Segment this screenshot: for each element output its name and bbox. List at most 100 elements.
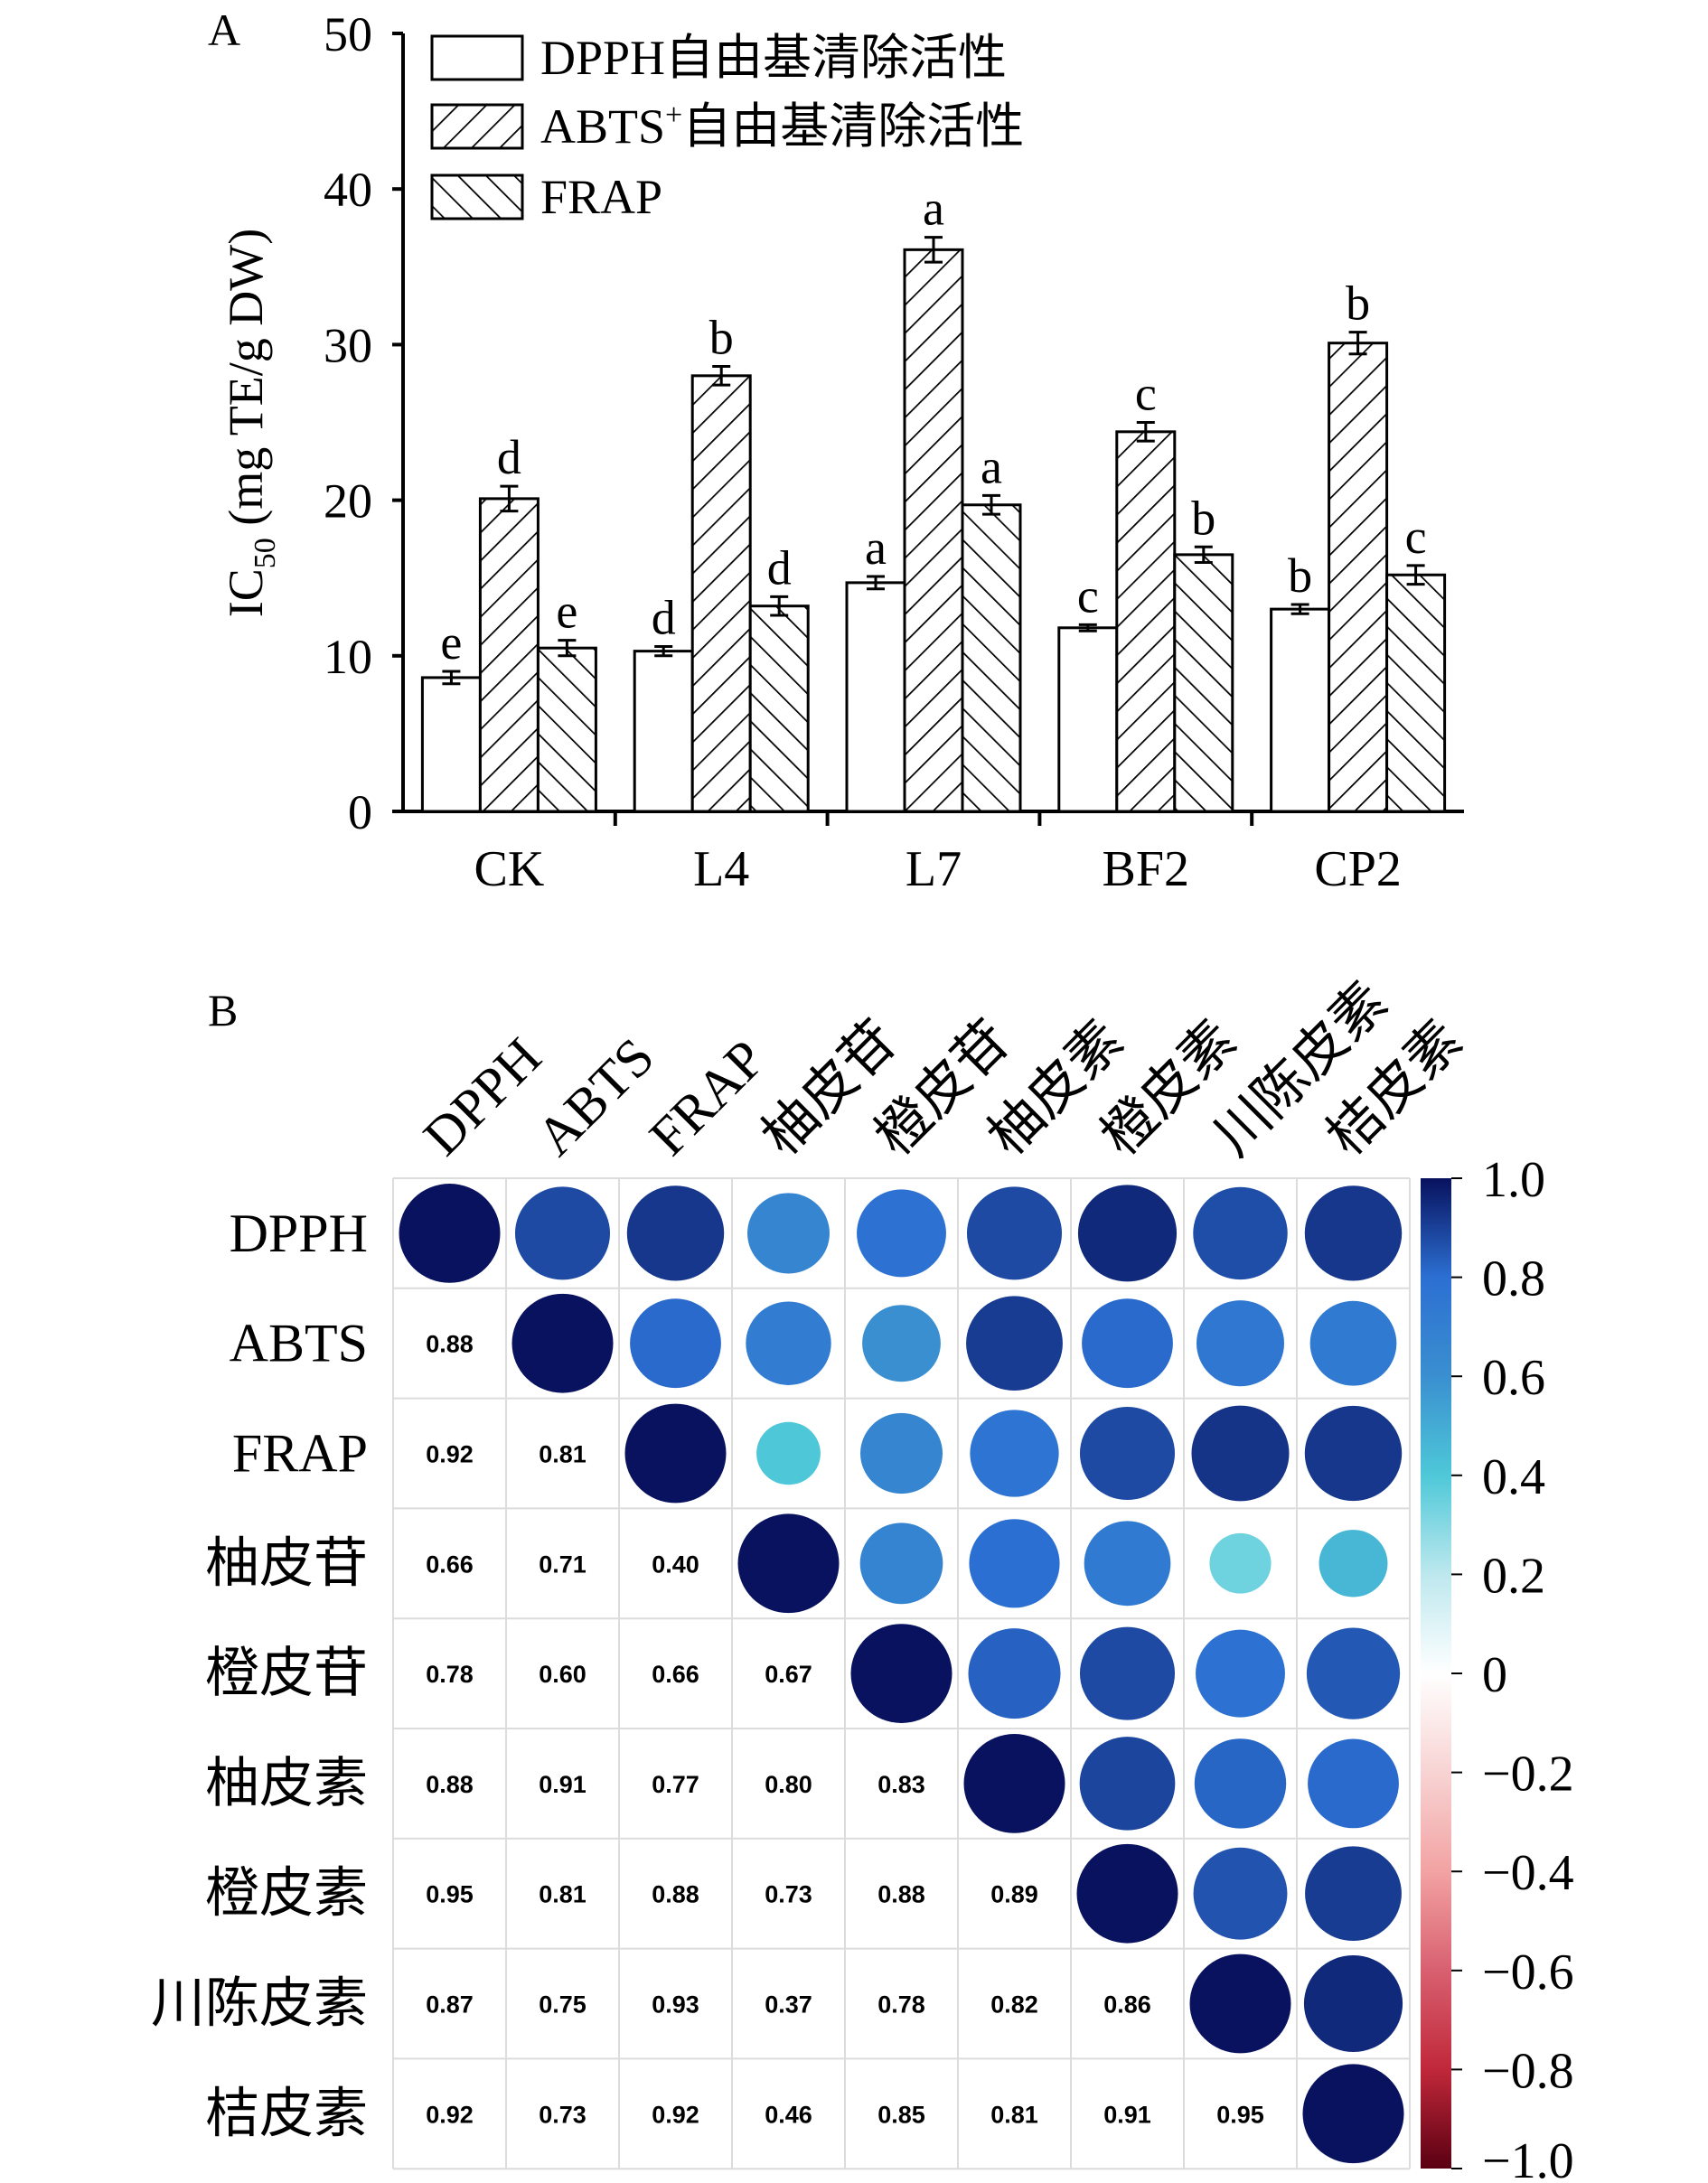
correlation-circle xyxy=(862,1305,941,1382)
colorbar-tick-label: −0.2 xyxy=(1482,1747,1574,1803)
colorbar-tick-label: 1.0 xyxy=(1482,1152,1545,1208)
correlation-value: 0.89 xyxy=(990,1881,1038,1908)
correlation-circle xyxy=(1304,1185,1403,1281)
correlation-circle xyxy=(1077,1185,1178,1282)
bars: e d e d b d a a a c c b b b c xyxy=(420,182,1447,813)
correlation-value: 0.88 xyxy=(877,1881,925,1908)
significance-letter: b xyxy=(709,311,734,365)
correlation-circle xyxy=(737,1513,840,1614)
correlation-circle xyxy=(1303,1955,1403,2052)
correlation-circle xyxy=(1193,1847,1288,1940)
significance-letter: e xyxy=(556,585,577,639)
panel-letter-b: B xyxy=(208,985,238,1035)
y-tick-label: 10 xyxy=(324,630,372,684)
row-label: DPPH xyxy=(230,1204,368,1263)
correlation-value: 0.66 xyxy=(426,1551,474,1578)
y-tick-label: 30 xyxy=(324,318,372,372)
row-label: 柚皮苷 xyxy=(205,1533,368,1593)
correlation-value: 0.77 xyxy=(652,1771,699,1798)
colorbar-ticks: 1.0 0.8 0.6 0.4 0.2 0 −0.2 −0.4 −0.6 −0.8 −1.0 xyxy=(1451,1152,1574,2183)
correlation-circle xyxy=(963,1734,1065,1833)
legend-label-dpph: DPPH自由基清除活性 xyxy=(540,31,1007,85)
y-axis-title-rest: (mg TE/g DW) xyxy=(219,229,273,538)
correlation-value: 0.91 xyxy=(539,1771,587,1798)
y-axis: 0 10 20 30 40 50 xyxy=(324,7,405,839)
correlation-value: 0.75 xyxy=(539,1991,587,2019)
correlation-circle xyxy=(860,1412,943,1494)
correlation-grid xyxy=(392,1177,1411,2170)
bar xyxy=(1173,553,1234,813)
column-label: ABTS xyxy=(525,1026,665,1166)
bar xyxy=(420,676,482,813)
significance-letter: a xyxy=(981,439,1002,493)
y-axis-title: IC50 (mg TE/g DW) xyxy=(219,229,282,617)
correlation-circle xyxy=(1302,2064,1404,2164)
colorbar-tick-label: 0.4 xyxy=(1482,1449,1545,1505)
correlation-circle xyxy=(511,1293,614,1393)
legend-label-abts-main: ABTS xyxy=(540,99,665,154)
correlation-value: 0.82 xyxy=(990,1991,1038,2019)
bar xyxy=(633,650,694,813)
correlation-cells: 0.88 0.92 0.81 0.66 0.71 0.40 0.78 0.60 0.66 0.67… xyxy=(399,1184,1404,2164)
y-ticks: 0 10 20 30 40 50 xyxy=(324,7,403,839)
y-tick-label: 0 xyxy=(348,785,372,839)
correlation-value: 0.83 xyxy=(877,1771,925,1798)
correlation-value: 0.92 xyxy=(652,2101,699,2128)
correlation-circle xyxy=(1196,1629,1285,1718)
correlation-circle xyxy=(969,1519,1060,1608)
correlation-circle xyxy=(626,1185,725,1281)
correlation-value: 0.60 xyxy=(539,1661,587,1688)
correlation-circle xyxy=(1191,1405,1290,1502)
correlation-value: 0.81 xyxy=(539,1441,587,1468)
y-axis-title-subscript: 50 xyxy=(249,538,282,568)
legend-swatch-hatch-down xyxy=(430,173,524,220)
correlation-circle xyxy=(1084,1521,1171,1607)
correlation-value: 0.91 xyxy=(1103,2101,1151,2128)
correlation-value: 0.95 xyxy=(426,1881,474,1908)
correlation-circle xyxy=(1076,1843,1178,1944)
row-label: 桔皮素 xyxy=(205,2084,368,2143)
legend: DPPH自由基清除活性 ABTS+自由基清除活性 FRAP xyxy=(430,31,1024,224)
correlation-value: 0.40 xyxy=(652,1551,699,1578)
colorbar-tick-label: 0.6 xyxy=(1482,1350,1545,1406)
bar xyxy=(845,581,906,813)
significance-letter: b xyxy=(1288,548,1312,603)
correlation-value: 0.92 xyxy=(426,1441,474,1468)
correlation-circle xyxy=(970,1410,1059,1497)
bar xyxy=(536,646,597,813)
y-tick-label: 20 xyxy=(324,474,372,529)
correlation-circle xyxy=(1309,1300,1397,1386)
correlation-value: 0.71 xyxy=(539,1551,587,1578)
colorbar-tick-label: 0.2 xyxy=(1482,1548,1545,1604)
significance-letter: d xyxy=(767,540,792,595)
legend-item-dpph: DPPH自由基清除活性 xyxy=(430,31,1007,85)
row-label: 柚皮素 xyxy=(205,1754,368,1813)
legend-item-frap: FRAP xyxy=(430,170,662,224)
significance-letter: b xyxy=(1346,276,1370,331)
correlation-circle xyxy=(1079,1737,1176,1831)
bar xyxy=(1270,607,1331,813)
significance-letter: c xyxy=(1077,568,1099,623)
bar xyxy=(1328,342,1389,813)
significance-letter: d xyxy=(652,590,676,644)
correlation-value: 0.78 xyxy=(426,1661,474,1688)
legend-label-abts-sup: + xyxy=(665,98,682,132)
correlation-circle xyxy=(1082,1298,1173,1389)
correlation-circle xyxy=(850,1624,953,1723)
y-axis-title-main: IC xyxy=(219,568,273,617)
x-category-label: L4 xyxy=(693,841,749,897)
correlation-value: 0.80 xyxy=(765,1771,812,1798)
bar xyxy=(903,248,964,813)
colorbar-tick-label: 0 xyxy=(1482,1647,1507,1703)
correlation-circle xyxy=(1189,1953,1291,2054)
legend-label-frap: FRAP xyxy=(540,170,662,224)
colorbar-tick-label: −1.0 xyxy=(1482,2133,1574,2183)
correlation-circle xyxy=(966,1296,1063,1391)
legend-swatch-plain xyxy=(430,34,524,81)
correlation-value: 0.37 xyxy=(765,1991,812,2019)
